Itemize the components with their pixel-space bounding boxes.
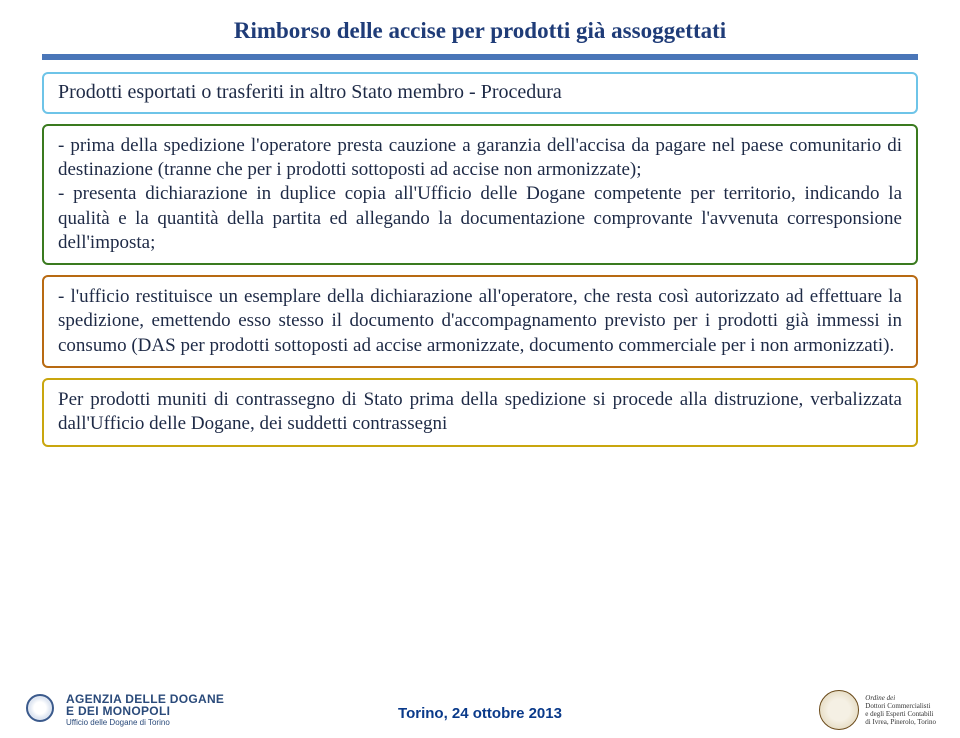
ordine-text: Ordine dei Dottori Commercialisti e degl… xyxy=(865,694,936,726)
ordine-line1: Ordine dei xyxy=(865,694,936,702)
ordine-line2: Dottori Commercialisti xyxy=(865,702,936,710)
title-underline xyxy=(42,54,918,60)
agency-office: Ufficio delle Dogane di Torino xyxy=(66,719,224,727)
footer: AGENZIA DELLE DOGANE E DEI MONOPOLI Uffi… xyxy=(0,682,960,738)
note-box: Per prodotti muniti di contrassegno di S… xyxy=(42,378,918,447)
procedure-box-2: - l'ufficio restituisce un esemplare del… xyxy=(42,275,918,368)
agency-name-line2: E DEI MONOPOLI xyxy=(66,705,224,717)
ordine-line4: di Ivrea, Pinerolo, Torino xyxy=(865,718,936,726)
page-title: Rimborso delle accise per prodotti già a… xyxy=(42,18,918,44)
subtitle-box: Prodotti esportati o trasferiti in altro… xyxy=(42,72,918,114)
procedure-box-1: - prima della spedizione l'operatore pre… xyxy=(42,124,918,266)
slide: Rimborso delle accise per prodotti già a… xyxy=(0,0,960,738)
italy-emblem-icon xyxy=(24,692,56,728)
footer-left: AGENZIA DELLE DOGANE E DEI MONOPOLI Uffi… xyxy=(24,692,224,728)
ordine-logo-icon xyxy=(819,690,859,730)
ordine-line3: e degli Esperti Contabili xyxy=(865,710,936,718)
footer-date: Torino, 24 ottobre 2013 xyxy=(398,705,562,722)
underline-bar-bottom xyxy=(42,59,918,60)
agency-block: AGENZIA DELLE DOGANE E DEI MONOPOLI Uffi… xyxy=(66,693,224,727)
footer-right: Ordine dei Dottori Commercialisti e degl… xyxy=(819,690,936,730)
